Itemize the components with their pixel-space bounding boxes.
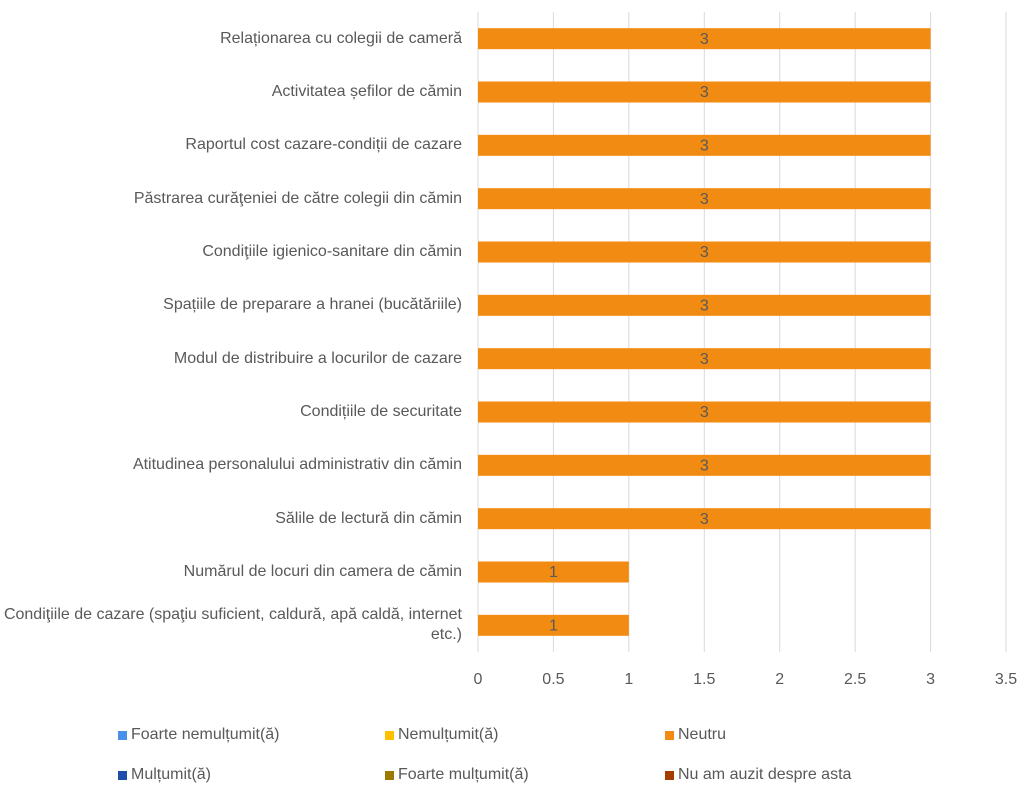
y-tick-label: Atitudinea personalului administrativ di… <box>132 456 462 474</box>
y-tick-label: Activitatea șefilor de cămin <box>271 83 462 100</box>
bar <box>478 188 931 210</box>
x-tick-label: 1.5 <box>693 671 715 688</box>
legend-entry: Foarte mulțumit(ă) <box>385 766 529 784</box>
legend-swatch <box>118 730 127 740</box>
data-label: 3 <box>700 351 709 368</box>
bar <box>478 241 931 263</box>
data-label: 3 <box>700 298 709 315</box>
legend-entry: Nemulțumit(ă) <box>385 726 498 744</box>
bar <box>478 614 629 636</box>
bar <box>478 401 931 423</box>
data-label: 3 <box>700 31 709 48</box>
x-tick-label: 3.5 <box>995 671 1017 688</box>
x-tick-label: 1 <box>624 671 633 688</box>
y-tick-label: Modul de distribuire a locurilor de caza… <box>173 349 462 367</box>
bar <box>478 561 629 583</box>
y-tick-label: Numărul de locuri din camera de cămin <box>183 563 462 580</box>
x-tick-label: 2.5 <box>844 671 866 688</box>
data-label: 3 <box>700 511 709 528</box>
data-label: 1 <box>549 618 558 635</box>
legend-entry: Neutru <box>665 726 726 744</box>
legend-swatch <box>118 770 127 780</box>
bar <box>478 81 931 103</box>
x-tick-label: 2 <box>775 671 784 688</box>
legend-label: Neutru <box>678 726 727 743</box>
legend-swatch <box>385 730 394 740</box>
y-tick-label: Spațiile de preparare a hranei (bucătări… <box>163 296 462 314</box>
bar <box>478 134 931 156</box>
y-tick-label: Raportul cost cazare-condiții de cazare <box>185 136 462 154</box>
legend-label: Foarte mulțumit(ă) <box>398 766 529 783</box>
legend-swatch <box>665 730 674 740</box>
y-tick-label: Sălile de lectură din cămin <box>275 509 462 527</box>
y-tick-label: Condiţiile igienico-sanitare din cămin <box>202 243 462 260</box>
y-tick-label: Păstrarea curăţeniei de către colegii di… <box>133 189 462 207</box>
legend-entry: Mulțumit(ă) <box>118 766 211 784</box>
legend-label: Nemulțumit(ă) <box>398 726 499 743</box>
bar <box>478 28 931 50</box>
data-label: 3 <box>700 404 709 421</box>
legend-label: Mulțumit(ă) <box>131 766 212 783</box>
bar <box>478 454 931 476</box>
y-tick-label: Condițiile de securitate <box>300 403 462 420</box>
legend-swatch <box>665 770 674 780</box>
data-label: 3 <box>700 138 709 155</box>
data-label: 3 <box>700 458 709 475</box>
data-label: 3 <box>700 244 709 261</box>
x-tick-label: 0 <box>474 671 483 688</box>
data-label: 3 <box>700 84 709 101</box>
legend-label: Foarte nemulțumit(ă) <box>131 726 280 743</box>
data-label: 1 <box>549 564 558 581</box>
x-tick-label: 3 <box>926 671 935 688</box>
bar <box>478 348 931 370</box>
legend-entry: Foarte nemulțumit(ă) <box>118 726 280 744</box>
bar <box>478 508 931 530</box>
y-tick-label: Condiţiile de cazare (spaţiu suficient, … <box>3 606 462 644</box>
legend-label: Nu am auzit despre asta <box>678 766 852 783</box>
legend-entry: Nu am auzit despre asta <box>665 766 851 784</box>
legend-swatch <box>385 770 394 780</box>
bar <box>478 294 931 316</box>
y-tick-label: Relaționarea cu colegii de cameră <box>220 29 462 47</box>
data-label: 3 <box>700 191 709 208</box>
x-tick-label: 0.5 <box>542 671 564 688</box>
